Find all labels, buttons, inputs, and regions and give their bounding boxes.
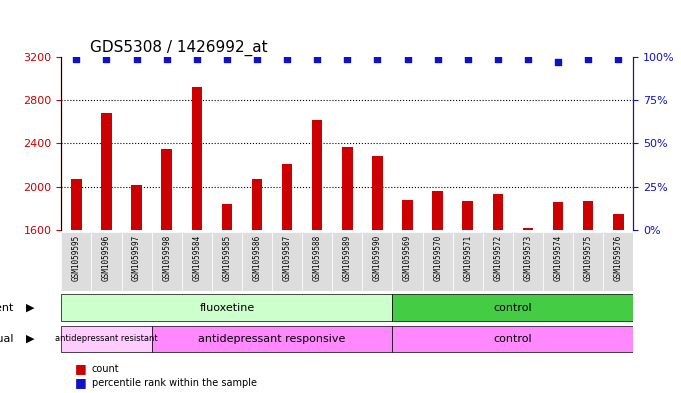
Point — [342, 55, 353, 62]
Bar — [61, 232, 91, 291]
Bar — [402, 200, 413, 230]
Bar — [282, 164, 292, 230]
Point — [161, 55, 172, 62]
Bar — [362, 232, 392, 291]
Bar — [302, 232, 332, 291]
Text: GDS5308 / 1426992_at: GDS5308 / 1426992_at — [90, 39, 268, 56]
Text: GSM1059585: GSM1059585 — [223, 235, 232, 281]
Point — [372, 55, 383, 62]
Bar — [392, 232, 423, 291]
Point — [191, 55, 202, 62]
Bar — [553, 202, 563, 230]
Text: GSM1059590: GSM1059590 — [373, 235, 382, 281]
Text: GSM1059587: GSM1059587 — [283, 235, 291, 281]
Text: control: control — [494, 334, 533, 344]
Bar — [432, 191, 443, 230]
Text: antidepressant resistant: antidepressant resistant — [55, 334, 158, 343]
Bar — [212, 232, 242, 291]
Text: GSM1059588: GSM1059588 — [313, 235, 321, 281]
Point — [462, 55, 473, 62]
Point — [522, 55, 533, 62]
Bar — [71, 179, 82, 230]
Bar — [252, 179, 262, 230]
Bar — [312, 119, 323, 230]
Bar — [543, 232, 573, 291]
Point — [583, 55, 594, 62]
Bar — [191, 87, 202, 230]
Text: GSM1059595: GSM1059595 — [72, 235, 81, 281]
Text: GSM1059589: GSM1059589 — [343, 235, 352, 281]
Point — [492, 55, 503, 62]
Text: GSM1059586: GSM1059586 — [253, 235, 262, 281]
Text: GSM1059596: GSM1059596 — [102, 235, 111, 281]
Bar — [492, 194, 503, 230]
Text: ▶: ▶ — [27, 303, 35, 312]
Bar — [131, 184, 142, 230]
Bar — [221, 204, 232, 230]
Bar — [101, 113, 112, 230]
Bar — [61, 326, 152, 352]
Text: individual: individual — [0, 334, 14, 344]
Text: GSM1059576: GSM1059576 — [614, 235, 623, 281]
Bar — [372, 156, 383, 230]
Bar — [61, 294, 392, 321]
Text: GSM1059574: GSM1059574 — [554, 235, 563, 281]
Text: GSM1059570: GSM1059570 — [433, 235, 442, 281]
Text: GSM1059569: GSM1059569 — [403, 235, 412, 281]
Point — [402, 55, 413, 62]
Text: percentile rank within the sample: percentile rank within the sample — [92, 378, 257, 388]
Bar — [121, 232, 152, 291]
Point — [552, 59, 563, 65]
Bar — [152, 326, 392, 352]
Text: GSM1059597: GSM1059597 — [132, 235, 141, 281]
Text: GSM1059575: GSM1059575 — [584, 235, 592, 281]
Point — [432, 55, 443, 62]
Point — [71, 55, 82, 62]
Bar — [392, 326, 633, 352]
Text: fluoxetine: fluoxetine — [200, 303, 255, 312]
Text: ■: ■ — [75, 376, 86, 389]
Point — [101, 55, 112, 62]
Bar — [583, 201, 593, 230]
Point — [613, 55, 624, 62]
Text: agent: agent — [0, 303, 14, 312]
Bar — [182, 232, 212, 291]
Bar — [603, 232, 633, 291]
Bar — [242, 232, 272, 291]
Bar — [91, 232, 121, 291]
Point — [221, 55, 232, 62]
Bar — [332, 232, 362, 291]
Bar — [423, 232, 453, 291]
Text: GSM1059584: GSM1059584 — [192, 235, 202, 281]
Bar — [152, 232, 182, 291]
Bar — [392, 294, 633, 321]
Bar — [453, 232, 483, 291]
Bar — [161, 149, 172, 230]
Text: count: count — [92, 364, 120, 374]
Bar — [483, 232, 513, 291]
Text: control: control — [494, 303, 533, 312]
Point — [312, 55, 323, 62]
Point — [282, 55, 293, 62]
Text: ▶: ▶ — [27, 334, 35, 344]
Text: antidepressant responsive: antidepressant responsive — [198, 334, 346, 344]
Text: GSM1059572: GSM1059572 — [493, 235, 503, 281]
Text: GSM1059571: GSM1059571 — [463, 235, 472, 281]
Text: ■: ■ — [75, 362, 86, 375]
Point — [131, 55, 142, 62]
Bar — [272, 232, 302, 291]
Bar — [613, 214, 624, 230]
Text: GSM1059573: GSM1059573 — [524, 235, 533, 281]
Point — [251, 55, 262, 62]
Bar — [513, 232, 543, 291]
Bar — [573, 232, 603, 291]
Text: GSM1059598: GSM1059598 — [162, 235, 171, 281]
Bar — [523, 228, 533, 230]
Bar — [342, 147, 353, 230]
Bar — [462, 201, 473, 230]
